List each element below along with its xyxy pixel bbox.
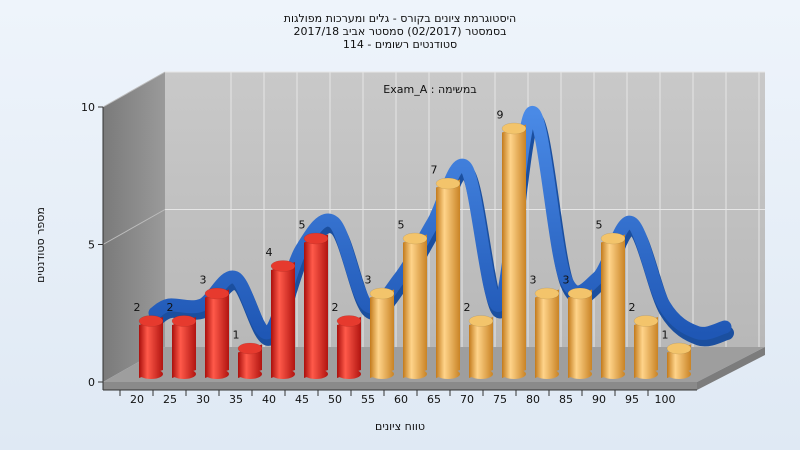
chart-title-line3: סטודנטים רשומים - 114 — [342, 38, 458, 51]
x-tick-label: 20 — [130, 393, 144, 406]
data-label: 4 — [266, 246, 273, 259]
y-tick-label: 5 — [88, 239, 95, 252]
x-axis-label: טווח ציונים — [375, 420, 425, 433]
bar — [402, 232, 428, 379]
curve-ribbon — [148, 105, 732, 340]
x-tick-label: 95 — [625, 393, 639, 406]
y-axis-label: מספר סטודנטים — [34, 207, 47, 283]
bar — [600, 232, 626, 379]
x-tick-label: 35 — [229, 393, 243, 406]
x-tick-label: 30 — [196, 393, 210, 406]
distribution-curve — [148, 105, 734, 347]
x-tick-label: 60 — [394, 393, 408, 406]
x-tick-label: 25 — [163, 393, 177, 406]
data-label: 7 — [431, 164, 438, 177]
data-label: 2 — [332, 301, 339, 314]
y-tick-label: 0 — [88, 376, 95, 389]
data-label: 3 — [530, 274, 537, 287]
x-tick-label: 70 — [460, 393, 474, 406]
floor-edge-side — [697, 347, 765, 390]
x-tick-label: 75 — [493, 393, 507, 406]
bar — [270, 260, 296, 379]
bar — [336, 315, 362, 379]
data-label: 1 — [662, 329, 669, 342]
data-label: 3 — [563, 274, 570, 287]
data-label: 5 — [398, 219, 405, 232]
data-label: 2 — [464, 301, 471, 314]
x-tick-label: 50 — [328, 393, 342, 406]
bar — [303, 232, 329, 379]
data-label: 2 — [167, 301, 174, 314]
floor — [103, 347, 765, 382]
x-tick-label: 100 — [655, 393, 676, 406]
data-label: 5 — [596, 219, 603, 232]
x-tick-label: 40 — [262, 393, 276, 406]
bar — [501, 122, 527, 379]
data-label: 5 — [299, 219, 306, 232]
x-tick-label: 65 — [427, 393, 441, 406]
bar — [204, 287, 230, 379]
data-label: 2 — [629, 301, 636, 314]
gridline-side — [102, 209, 166, 245]
gridline-side — [102, 71, 166, 108]
y-tick-label: 10 — [81, 101, 95, 114]
x-tick-label: 85 — [559, 393, 573, 406]
x-tick-label: 45 — [295, 393, 309, 406]
bar — [534, 287, 560, 379]
bar — [666, 342, 692, 379]
bar — [468, 315, 494, 379]
bar — [567, 287, 593, 379]
data-label: 3 — [200, 274, 207, 287]
chart-title-line2: בסמסטר (02/2017) סמסטר אביב 2017/18 — [293, 25, 507, 38]
bar — [171, 315, 197, 379]
data-label: 2 — [134, 301, 141, 314]
floor-edge — [103, 382, 697, 390]
bar — [435, 177, 461, 379]
bar — [138, 315, 164, 379]
x-tick-label: 90 — [592, 393, 606, 406]
bar — [237, 342, 263, 379]
bar — [369, 287, 395, 379]
x-tick-label: 55 — [361, 393, 375, 406]
data-label: 3 — [365, 274, 372, 287]
x-tick-label: 80 — [526, 393, 540, 406]
data-label: 1 — [233, 329, 240, 342]
bars-layer: 2 2 3 1 4 5 2 3 5 7 2 9 3 3 5 2 1 — [134, 109, 692, 379]
bar — [633, 315, 659, 379]
data-label: 9 — [497, 109, 504, 122]
exam-annotation: Exam_A : במשימה — [383, 83, 476, 96]
chart-title-line1: היסטוגרמת ציונים בקורס - גלים ומערכות מפ… — [283, 12, 517, 25]
